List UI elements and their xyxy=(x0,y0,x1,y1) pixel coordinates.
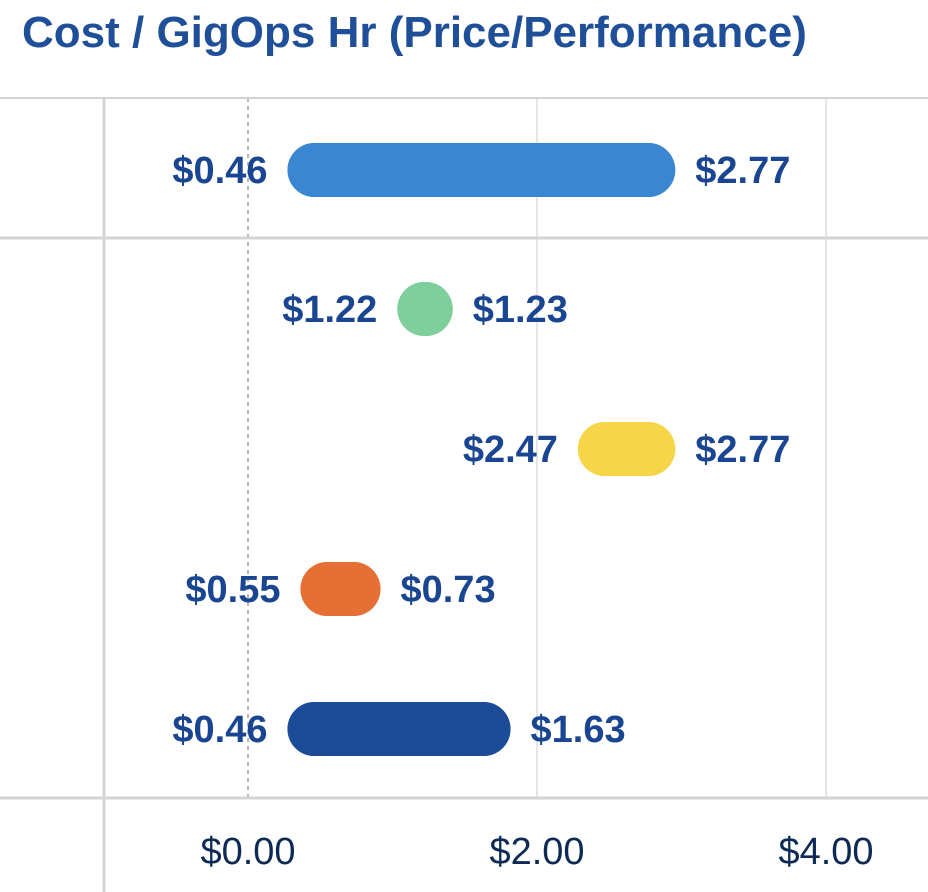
min-value-label-3: $0.55 xyxy=(185,569,280,611)
dumbbell-min-point-2 xyxy=(577,422,632,476)
dumbbell-max-point-4 xyxy=(456,702,511,756)
chart-title: Cost / GigOps Hr (Price/Performance) xyxy=(22,8,807,57)
max-value-label-4: $1.63 xyxy=(531,709,626,751)
min-value-label-1: $1.22 xyxy=(282,289,377,331)
x-tick-label-1: $2.00 xyxy=(489,831,584,873)
dumbbell-max-point-1 xyxy=(398,282,453,336)
dumbbell-min-point-0 xyxy=(287,143,342,197)
dumbbell-max-point-2 xyxy=(621,422,676,476)
min-value-label-4: $0.46 xyxy=(172,709,267,751)
max-value-label-0: $2.77 xyxy=(695,150,790,192)
max-value-label-1: $1.23 xyxy=(473,289,568,331)
dumbbell-max-point-3 xyxy=(326,562,381,616)
dumbbell-max-point-0 xyxy=(621,143,676,197)
min-value-label-2: $2.47 xyxy=(463,429,558,471)
x-tick-label-0: $0.00 xyxy=(200,831,295,873)
dumbbell-min-point-4 xyxy=(287,702,342,756)
max-value-label-3: $0.73 xyxy=(400,569,495,611)
max-value-label-2: $2.77 xyxy=(695,429,790,471)
x-tick-label-2: $4.00 xyxy=(778,831,873,873)
min-value-label-0: $0.46 xyxy=(172,150,267,192)
